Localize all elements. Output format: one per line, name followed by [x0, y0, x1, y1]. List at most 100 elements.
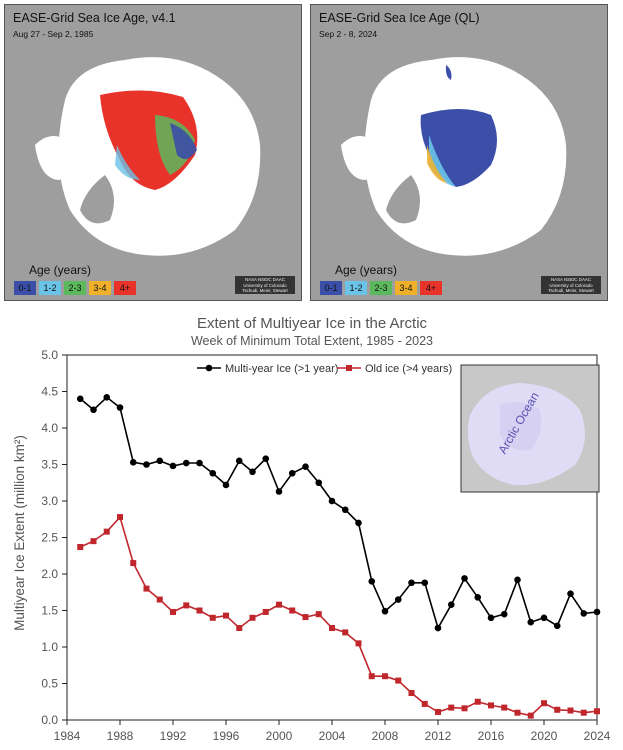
data-point [394, 596, 402, 603]
y-tick-label: 1.0 [41, 640, 58, 654]
series-line [79, 396, 598, 631]
data-point [593, 608, 601, 616]
y-tick-label: 2.5 [41, 531, 58, 545]
x-tick-label: 2008 [372, 729, 399, 743]
data-point [156, 596, 163, 603]
data-point [275, 488, 283, 495]
data-point [368, 578, 376, 585]
data-point [461, 705, 468, 712]
data-point [435, 708, 441, 715]
data-point [514, 709, 521, 716]
x-tick-label: 2024 [584, 729, 611, 743]
age-box-4plus: 4+ [114, 281, 136, 295]
x-tick-label: 1988 [107, 729, 134, 743]
multiyear-ice-chart: Extent of Multiyear Ice in the Arctic We… [12, 315, 611, 743]
map-date-range: Aug 27 - Sep 2, 1985 [13, 29, 94, 39]
y-tick-label: 4.5 [41, 385, 58, 399]
data-point [421, 700, 428, 707]
age-box-4plus: 4+ [420, 281, 442, 295]
age-legend-label: Age (years) [335, 263, 398, 277]
data-point [249, 468, 256, 476]
data-point [342, 629, 349, 636]
data-point [143, 461, 150, 468]
age-box-2-3: 2-3 [64, 281, 86, 295]
data-point [580, 709, 587, 716]
data-point [209, 614, 216, 621]
data-point [235, 457, 243, 465]
y-tick-label: 3.5 [41, 458, 58, 472]
data-point [276, 601, 282, 608]
x-tick-label: 2012 [425, 729, 452, 743]
x-tick-label: 2004 [319, 729, 346, 743]
data-point [103, 394, 111, 401]
x-tick-label: 1992 [160, 729, 187, 743]
data-point [355, 640, 362, 647]
series-old-ice [77, 514, 600, 719]
data-point [448, 704, 455, 711]
x-tick-label: 2000 [266, 729, 293, 743]
data-point [90, 538, 97, 545]
inset-map: Arctic Ocean [460, 364, 600, 493]
x-tick-label: 2016 [478, 729, 505, 743]
legend-label: Multi-year Ice (>1 year) [225, 363, 338, 375]
age-box-2-3: 2-3 [370, 281, 392, 295]
map-title: EASE-Grid Sea Ice Age (QL) [319, 11, 480, 25]
data-point [382, 673, 388, 680]
credit-line: University of Colorado [243, 282, 287, 288]
data-point [500, 610, 508, 618]
data-point [143, 585, 150, 592]
data-point [129, 459, 137, 466]
data-point [461, 575, 468, 582]
age-legend-label: Age (years) [29, 263, 92, 277]
data-point [567, 590, 574, 598]
credit-line: Tschudi, Meier, Stewart [242, 287, 288, 293]
data-point [487, 614, 495, 622]
data-point [77, 543, 84, 550]
y-axis-label: Multiyear Ice Extent (million km²) [12, 435, 27, 631]
age-box-0-1: 0-1 [14, 281, 36, 295]
data-point [156, 457, 164, 465]
data-point [381, 607, 389, 615]
age-box-1-2: 1-2 [39, 281, 61, 295]
data-point [541, 700, 547, 707]
y-tick-label: 0.0 [41, 713, 58, 727]
data-point [421, 579, 429, 587]
data-point [262, 455, 270, 462]
data-point [355, 519, 362, 527]
data-point [196, 459, 203, 467]
legend-marker [346, 365, 352, 371]
series-multiyear-ice [76, 394, 601, 632]
credit-line: NASA NSIDC DAAC [550, 277, 591, 283]
credit-box: NASA NSIDC DAAC University of Colorado T… [541, 276, 601, 294]
age-legend: 0-1 1-2 2-3 3-4 4+ [14, 281, 136, 295]
data-point [527, 618, 535, 626]
series-line [79, 515, 598, 717]
legend-label: Old ice (>4 years) [365, 363, 452, 375]
map-panel-2024: EASE-Grid Sea Ice Age (QL) Sep 2 - 8, 20… [310, 4, 608, 301]
data-point [182, 459, 190, 467]
chart-title: Extent of Multiyear Ice in the Arctic [197, 315, 428, 332]
data-point [170, 608, 176, 615]
data-point [553, 622, 561, 630]
arctic-map-1985 [5, 5, 301, 300]
data-point [169, 462, 177, 470]
y-tick-label: 3.0 [41, 494, 58, 508]
data-point [540, 614, 548, 622]
data-point [488, 702, 494, 709]
data-point [76, 395, 84, 403]
data-point [249, 614, 256, 621]
data-point [196, 607, 203, 614]
age-box-3-4: 3-4 [89, 281, 111, 295]
data-point [209, 469, 217, 477]
y-tick-label: 4.0 [41, 421, 58, 435]
credit-line: NASA NSIDC DAAC [244, 277, 285, 283]
series-layer [76, 394, 601, 719]
x-tick-label: 2020 [531, 729, 558, 743]
map-title: EASE-Grid Sea Ice Age, v4.1 [13, 11, 176, 25]
data-point [183, 602, 190, 609]
legend-item: Multi-year Ice (>1 year) [197, 363, 338, 375]
data-point [302, 614, 309, 621]
credit-line: Tschudi, Meier, Stewart [548, 287, 594, 293]
data-point [222, 481, 230, 489]
age-box-1-2: 1-2 [345, 281, 367, 295]
